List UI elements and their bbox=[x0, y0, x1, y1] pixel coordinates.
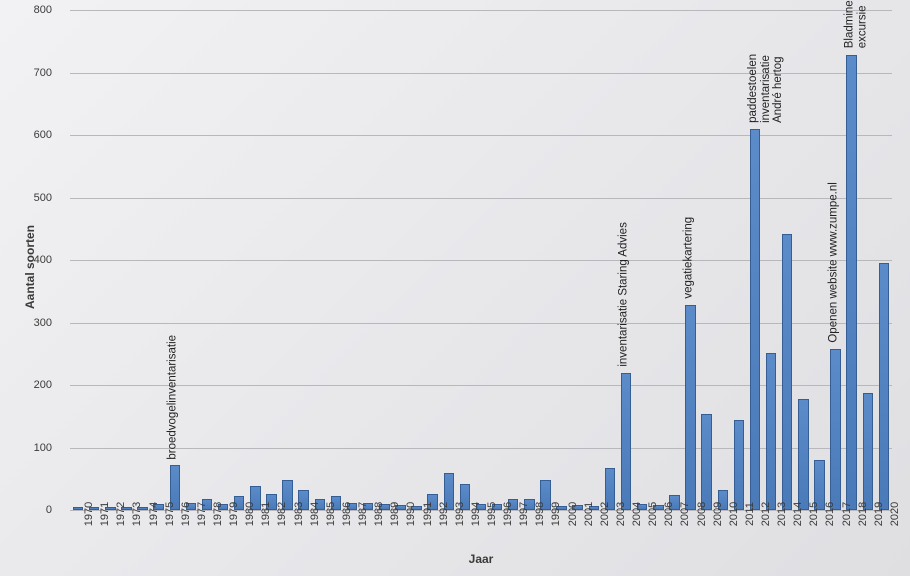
bar bbox=[830, 349, 840, 510]
x-tick-label: 1981 bbox=[260, 502, 272, 526]
x-tick-label: 2019 bbox=[873, 502, 885, 526]
x-tick-label: 2011 bbox=[744, 502, 756, 526]
x-tick-label: 2004 bbox=[631, 502, 643, 526]
x-tick-label: 2017 bbox=[841, 502, 853, 526]
y-tick-label: 300 bbox=[34, 317, 52, 329]
annotation-line: paddestoelen bbox=[747, 53, 760, 122]
annotation-line: inventarisatie bbox=[760, 53, 773, 122]
annotation: paddestoeleninventarisatieAndré hertog bbox=[747, 53, 785, 122]
x-tick-label: 1977 bbox=[196, 502, 208, 526]
x-tick-label: 1996 bbox=[502, 502, 514, 526]
x-tick-label: 2012 bbox=[760, 502, 772, 526]
bar-chart: Aantal soorten 0100200300400500600700800… bbox=[0, 0, 910, 576]
annotation-line: excursie bbox=[856, 0, 869, 49]
x-tick-label: 2005 bbox=[647, 502, 659, 526]
x-tick-label: 1979 bbox=[228, 502, 240, 526]
x-tick-label: 2015 bbox=[808, 502, 820, 526]
y-tick-label: 100 bbox=[34, 442, 52, 454]
bar bbox=[798, 399, 808, 510]
y-tick-label: 200 bbox=[34, 379, 52, 391]
x-tick-label: 2010 bbox=[728, 502, 740, 526]
bar bbox=[621, 373, 631, 511]
x-tick-label: 1971 bbox=[99, 502, 111, 526]
x-tick-label: 1974 bbox=[148, 502, 160, 526]
x-tick-label: 2016 bbox=[824, 502, 836, 526]
x-tick-label: 1998 bbox=[534, 502, 546, 526]
x-tick-label: 2001 bbox=[583, 502, 595, 526]
y-tick-label: 600 bbox=[34, 129, 52, 141]
bar bbox=[863, 393, 873, 511]
x-axis-label: Jaar bbox=[70, 552, 892, 566]
x-tick-label: 1989 bbox=[389, 502, 401, 526]
x-tick-label: 1987 bbox=[357, 502, 369, 526]
x-tick-label: 1991 bbox=[422, 502, 434, 526]
bar bbox=[879, 263, 889, 511]
x-tick-label: 1986 bbox=[341, 502, 353, 526]
x-tick-label: 1995 bbox=[486, 502, 498, 526]
x-tick-label: 1980 bbox=[244, 502, 256, 526]
annotation: Bladmineerders-excursie bbox=[843, 0, 868, 49]
annotation-line: Bladmineerders- bbox=[843, 0, 856, 49]
x-tick-label: 1992 bbox=[438, 502, 450, 526]
x-tick-label: 1999 bbox=[550, 502, 562, 526]
x-tick-label: 1990 bbox=[405, 502, 417, 526]
plot-area: broedvogelinventarisatie inventarisatie S… bbox=[70, 10, 892, 510]
x-tick-label: 1993 bbox=[454, 502, 466, 526]
bar bbox=[782, 234, 792, 510]
x-tick-label: 1988 bbox=[373, 502, 385, 526]
x-tick-label: 2018 bbox=[857, 502, 869, 526]
x-tick-label: 1985 bbox=[325, 502, 337, 526]
bar bbox=[750, 129, 760, 510]
annotation-line: broedvogelinventarisatie bbox=[166, 335, 179, 460]
y-tick-label: 0 bbox=[46, 504, 52, 516]
annotation: broedvogelinventarisatie bbox=[166, 335, 179, 460]
y-tick-label: 500 bbox=[34, 192, 52, 204]
x-tick-label: 2020 bbox=[889, 502, 901, 526]
annotation-line: André hertog bbox=[772, 53, 785, 122]
y-tick-label: 700 bbox=[34, 67, 52, 79]
bar bbox=[766, 353, 776, 511]
x-tick-label: 1970 bbox=[83, 502, 95, 526]
x-tick-label: 2013 bbox=[776, 502, 788, 526]
x-tick-label: 1975 bbox=[164, 502, 176, 526]
x-tick-label: 2002 bbox=[599, 502, 611, 526]
x-tick-label: 1994 bbox=[470, 502, 482, 526]
x-tick-label: 1997 bbox=[518, 502, 530, 526]
x-tick-label: 2006 bbox=[663, 502, 675, 526]
x-tick-labels: 1970197119721973197419751976197719781979… bbox=[70, 510, 892, 550]
annotation: vegatiekartering bbox=[682, 217, 695, 299]
annotation: inventarisatie Staring Advies bbox=[617, 222, 630, 366]
annotation-line: inventarisatie Staring Advies bbox=[617, 222, 630, 366]
bar bbox=[685, 305, 695, 510]
bar bbox=[734, 420, 744, 510]
annotation: Openen website www.zumpe.nl bbox=[827, 182, 840, 342]
x-tick-label: 1972 bbox=[115, 502, 127, 526]
x-tick-label: 2007 bbox=[679, 502, 691, 526]
x-tick-label: 1982 bbox=[276, 502, 288, 526]
x-tick-label: 1976 bbox=[180, 502, 192, 526]
x-tick-label: 2008 bbox=[696, 502, 708, 526]
x-tick-label: 2009 bbox=[712, 502, 724, 526]
annotation-line: vegatiekartering bbox=[682, 217, 695, 299]
x-tick-label: 2003 bbox=[615, 502, 627, 526]
annotation-line: Openen website www.zumpe.nl bbox=[827, 182, 840, 342]
x-tick-label: 1978 bbox=[212, 502, 224, 526]
x-tick-label: 1984 bbox=[309, 502, 321, 526]
y-tick-labels: 0100200300400500600700800 bbox=[0, 10, 58, 510]
y-tick-label: 400 bbox=[34, 254, 52, 266]
x-tick-label: 1983 bbox=[293, 502, 305, 526]
bar bbox=[846, 55, 856, 510]
x-tick-label: 2014 bbox=[792, 502, 804, 526]
bar bbox=[701, 414, 711, 510]
y-tick-label: 800 bbox=[34, 4, 52, 16]
x-tick-label: 1973 bbox=[131, 502, 143, 526]
x-tick-label: 2000 bbox=[567, 502, 579, 526]
